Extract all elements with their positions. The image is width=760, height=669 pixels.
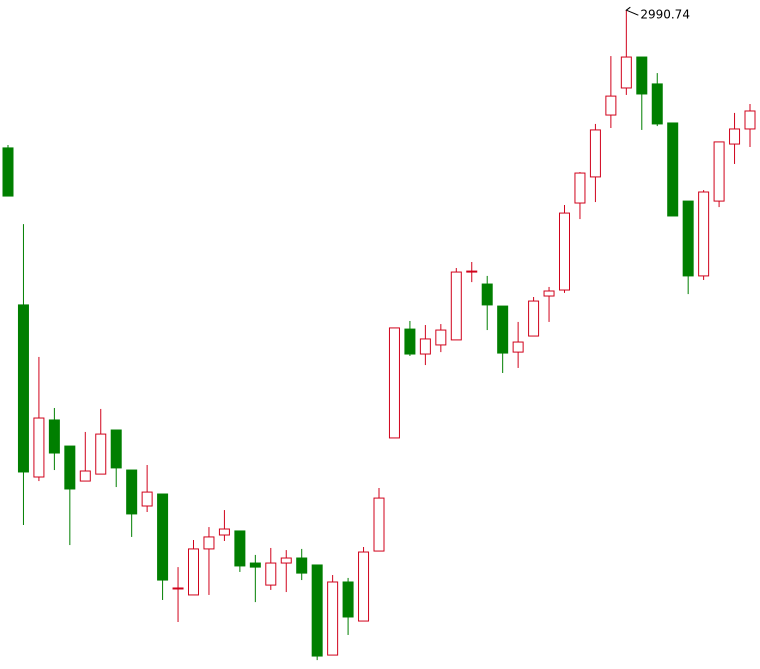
candle-body — [388, 327, 400, 439]
candle-body — [249, 562, 261, 568]
candle-body — [729, 128, 741, 145]
candle-body — [651, 83, 663, 125]
candle-body — [466, 270, 478, 273]
candle-body — [620, 56, 632, 89]
candle-body — [218, 528, 230, 536]
candle-body — [698, 191, 710, 277]
candle-body — [79, 470, 91, 482]
candle-body — [48, 419, 60, 454]
candle-body — [265, 562, 277, 586]
candle-body — [110, 429, 122, 469]
candle-body — [450, 271, 462, 341]
candle-body — [589, 129, 601, 178]
candle-body — [636, 56, 648, 95]
candle-body — [605, 95, 617, 116]
candle-body — [203, 536, 215, 550]
candle-body — [419, 338, 431, 355]
candle-body — [188, 548, 199, 596]
candle-body — [512, 341, 524, 353]
candle-body — [497, 305, 509, 354]
candle-body — [528, 300, 540, 337]
candle-body — [435, 329, 447, 346]
annotation-pointer — [625, 6, 639, 16]
candle-body — [172, 587, 184, 590]
candle-body — [342, 581, 354, 618]
candle-body — [744, 110, 756, 130]
candle-body — [682, 200, 694, 277]
candle-body — [574, 172, 586, 204]
candle-body — [559, 212, 570, 291]
high-label: 2990.74 — [640, 8, 690, 22]
candle-body — [126, 469, 138, 515]
candle-body — [2, 147, 14, 197]
candle-body — [327, 581, 339, 656]
candle-body — [141, 491, 153, 507]
candle-body — [17, 304, 29, 473]
candle-body — [33, 417, 45, 478]
candle-body — [234, 530, 246, 567]
candle-body — [358, 551, 370, 622]
candle-body — [481, 283, 493, 306]
candle-body — [311, 564, 323, 657]
candle-body — [296, 557, 308, 574]
candle-body — [667, 122, 679, 217]
candle-body — [157, 493, 169, 581]
candle-body — [404, 328, 416, 355]
candle-body — [373, 497, 385, 552]
candle-body — [713, 141, 725, 202]
candle-body — [280, 557, 292, 564]
candle-body — [95, 433, 107, 475]
candle-body — [64, 445, 76, 490]
candle-body — [543, 290, 555, 297]
